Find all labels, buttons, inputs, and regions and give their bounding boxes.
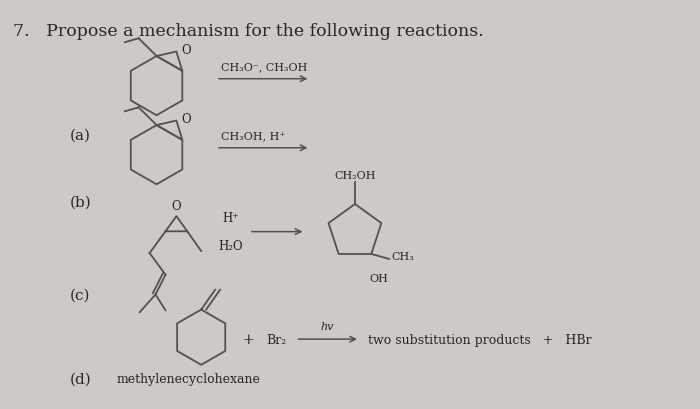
Text: CH₃OH, H⁺: CH₃OH, H⁺ [221,130,285,141]
Text: (c): (c) [70,288,91,302]
Text: methylenecyclohexane: methylenecyclohexane [117,372,260,385]
Text: (d): (d) [70,372,92,386]
Text: 7.   Propose a mechanism for the following reactions.: 7. Propose a mechanism for the following… [13,22,484,39]
Text: O: O [172,200,181,213]
Text: +: + [243,333,255,346]
Text: Br₂: Br₂ [267,333,287,346]
Text: hv: hv [321,321,334,331]
Text: H₂O: H₂O [218,239,244,252]
Text: CH₃O⁻, CH₃OH: CH₃O⁻, CH₃OH [221,62,307,72]
Text: OH: OH [370,273,389,283]
Text: H⁺: H⁺ [223,211,239,224]
Text: O: O [181,113,191,126]
Text: O: O [181,44,191,57]
Text: (a): (a) [70,129,91,143]
Text: two substitution products   +   HBr: two substitution products + HBr [368,333,592,346]
Text: CH₂OH: CH₂OH [334,171,376,181]
Text: CH₃: CH₃ [391,251,414,261]
Text: (b): (b) [70,196,92,209]
